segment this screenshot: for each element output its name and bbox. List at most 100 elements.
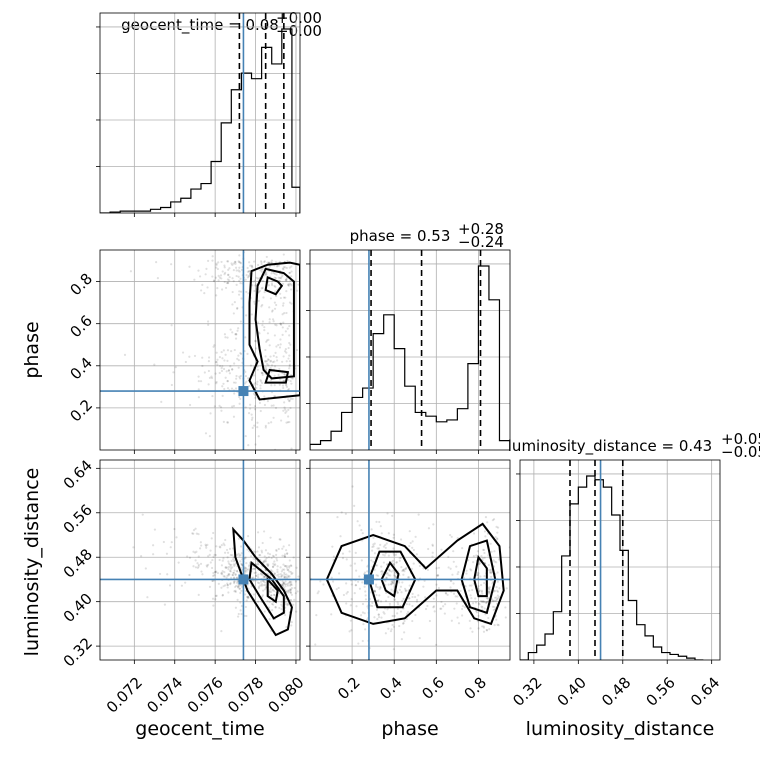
sample-point <box>282 409 285 412</box>
sample-point <box>274 606 277 609</box>
sample-point <box>244 278 247 281</box>
sample-point <box>238 395 241 399</box>
sample-point <box>456 595 459 598</box>
sample-point <box>235 332 238 336</box>
sample-point <box>238 587 241 590</box>
sample-point <box>493 560 496 563</box>
sample-point <box>248 274 251 277</box>
sample-point <box>240 352 243 356</box>
sample-point <box>435 594 438 597</box>
sample-point <box>344 512 347 515</box>
sample-point <box>237 269 240 272</box>
sample-point <box>274 276 277 280</box>
sample-point <box>268 265 272 268</box>
sample-point <box>290 587 293 590</box>
sample-point <box>212 604 215 607</box>
sample-point <box>263 560 266 563</box>
sample-point <box>218 558 221 562</box>
sample-point <box>224 376 227 379</box>
sample-point <box>264 366 267 369</box>
sample-point <box>229 565 232 568</box>
sample-point <box>229 567 233 570</box>
sample-point <box>265 271 268 274</box>
sample-point <box>287 387 291 391</box>
sample-point <box>153 528 157 531</box>
sample-point <box>186 555 189 558</box>
sample-point <box>386 572 389 575</box>
sample-point <box>414 535 417 538</box>
sample-point <box>415 553 418 556</box>
xtick-label: 0.32 <box>509 673 545 709</box>
sample-point <box>392 569 395 572</box>
sample-point <box>288 365 291 368</box>
sample-point <box>240 584 243 587</box>
sample-point <box>408 597 411 600</box>
sample-point <box>273 360 276 363</box>
sample-point <box>228 279 231 282</box>
sample-point <box>225 566 228 569</box>
sample-point <box>495 561 498 564</box>
sample-point <box>398 557 401 560</box>
sample-point <box>212 279 216 282</box>
sample-point <box>484 601 487 604</box>
sample-point <box>277 343 280 347</box>
sample-point <box>226 421 229 424</box>
sample-point <box>208 434 211 438</box>
sample-point <box>231 405 234 408</box>
sample-point <box>253 289 256 293</box>
sample-point <box>380 573 384 576</box>
sample-point <box>269 360 272 363</box>
sample-point <box>256 368 259 371</box>
sample-point <box>384 546 387 550</box>
sample-point <box>295 348 299 352</box>
sample-point <box>377 598 380 602</box>
sample-point <box>286 552 289 556</box>
sample-point <box>294 580 297 583</box>
sample-point <box>487 591 490 594</box>
sample-point <box>482 626 486 629</box>
sample-point <box>469 594 472 597</box>
sample-point <box>257 587 260 590</box>
sample-point <box>496 594 499 597</box>
ytick-label: 0.32 <box>60 634 96 670</box>
sample-point <box>287 283 290 286</box>
sample-point <box>236 570 239 573</box>
sample-point <box>248 269 251 273</box>
sample-point <box>286 552 289 555</box>
sample-point <box>264 360 267 363</box>
xlabel-luminosity-distance: luminosity_distance <box>526 718 715 740</box>
sample-point <box>283 555 287 558</box>
sample-point <box>486 521 489 524</box>
sample-point <box>457 622 461 625</box>
sample-point <box>286 568 289 571</box>
sample-point <box>265 360 269 363</box>
sample-point <box>386 512 389 515</box>
sample-point <box>234 563 237 566</box>
sample-point <box>452 560 455 563</box>
sample-point <box>268 344 271 347</box>
sample-point <box>239 277 242 280</box>
sample-point <box>227 562 231 565</box>
sample-point <box>498 595 501 599</box>
sample-point <box>371 604 374 608</box>
sample-point <box>230 262 233 265</box>
sample-point <box>341 557 345 560</box>
sample-point <box>206 320 210 323</box>
sample-point <box>263 326 266 329</box>
sample-point <box>259 584 262 587</box>
sample-point <box>431 544 434 547</box>
sample-point <box>286 583 289 586</box>
sample-point <box>273 395 277 398</box>
sample-point <box>220 409 223 412</box>
sample-point <box>480 583 483 587</box>
sample-point <box>260 287 263 290</box>
sample-point <box>342 593 346 597</box>
sample-point <box>314 643 317 646</box>
sample-point <box>330 576 333 579</box>
sample-point <box>165 552 169 555</box>
sample-point <box>385 576 388 579</box>
sample-point <box>440 607 443 610</box>
sample-point <box>395 561 398 564</box>
sample-point <box>400 565 403 569</box>
sample-point <box>265 339 269 342</box>
